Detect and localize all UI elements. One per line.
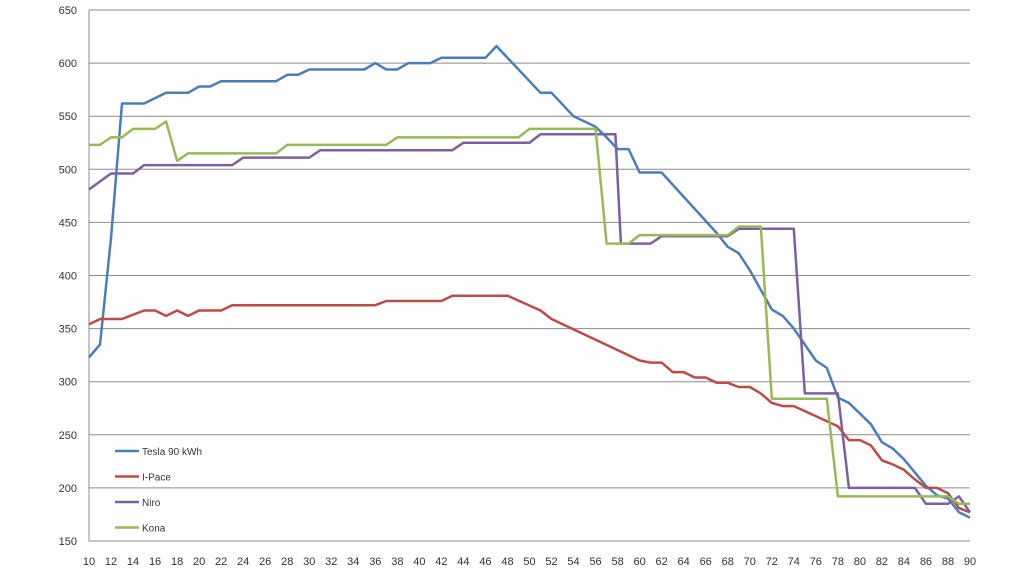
y-tick-label: 200 — [59, 483, 77, 495]
x-tick-label: 22 — [215, 556, 227, 568]
series-line-tesla-90-kwh — [88, 44, 971, 519]
x-tick-label: 18 — [171, 556, 183, 568]
x-tick-label: 48 — [501, 556, 513, 568]
x-tick-label: 54 — [567, 556, 579, 568]
x-tick-label: 84 — [898, 556, 910, 568]
axes: 150 200 250 300 350 400 450 500 550 600 650 10 12 14 1… — [59, 5, 976, 568]
y-tick-label: 250 — [59, 430, 77, 442]
x-tick-label: 60 — [634, 556, 646, 568]
legend: Tesla 90 kWh I-Pace Niro Kona — [115, 447, 202, 535]
gridlines — [89, 9, 970, 542]
series-line-i-pace — [88, 294, 971, 514]
legend-label: I-Pace — [142, 473, 171, 484]
x-tick-label: 30 — [303, 556, 315, 568]
y-tick-label: 300 — [59, 377, 77, 389]
x-tick-label: 44 — [457, 556, 469, 568]
x-tick-label: 72 — [766, 556, 778, 568]
x-tick-label: 80 — [854, 556, 866, 568]
x-tick-label: 58 — [611, 556, 623, 568]
x-tick-label: 70 — [744, 556, 756, 568]
y-tick-label: 400 — [59, 271, 77, 283]
x-tick-label: 46 — [479, 556, 491, 568]
series-lines — [88, 44, 972, 519]
x-tick-label: 28 — [281, 556, 293, 568]
x-tick-label: 34 — [347, 556, 359, 568]
x-tick-label: 78 — [832, 556, 844, 568]
legend-label: Kona — [142, 524, 166, 535]
x-tick-label: 16 — [149, 556, 161, 568]
x-tick-label: 20 — [193, 556, 205, 568]
x-tick-label: 32 — [325, 556, 337, 568]
x-tick-label: 66 — [700, 556, 712, 568]
x-tick-label: 76 — [810, 556, 822, 568]
x-tick-label: 82 — [876, 556, 888, 568]
x-tick-label: 40 — [413, 556, 425, 568]
x-tick-label: 50 — [523, 556, 535, 568]
x-tick-label: 42 — [435, 556, 447, 568]
series-line-niro — [88, 133, 972, 514]
x-tick-label: 86 — [920, 556, 932, 568]
x-tick-label: 24 — [237, 556, 249, 568]
x-tick-label: 74 — [788, 556, 800, 568]
x-tick-label: 90 — [964, 556, 976, 568]
legend-label: Tesla 90 kWh — [142, 447, 202, 458]
y-tick-label: 600 — [59, 58, 77, 70]
y-tick-label: 350 — [59, 324, 77, 336]
x-tick-label: 26 — [259, 556, 271, 568]
x-tick-label: 88 — [942, 556, 954, 568]
series-line-kona — [89, 120, 970, 506]
y-tick-label: 150 — [59, 536, 77, 548]
x-tick-label: 52 — [545, 556, 557, 568]
x-tick-label: 62 — [656, 556, 668, 568]
y-tick-label: 550 — [59, 111, 77, 123]
x-tick-label: 12 — [105, 556, 117, 568]
x-tick-label: 10 — [83, 556, 95, 568]
x-tick-label: 64 — [678, 556, 690, 568]
x-tick-label: 56 — [589, 556, 601, 568]
x-tick-label: 68 — [722, 556, 734, 568]
y-tick-label: 650 — [59, 5, 77, 17]
y-tick-label: 450 — [59, 217, 77, 229]
y-tick-label: 500 — [59, 164, 77, 176]
x-tick-label: 14 — [127, 556, 139, 568]
legend-label: Niro — [142, 498, 161, 509]
x-tick-label: 38 — [391, 556, 403, 568]
x-tick-label: 36 — [369, 556, 381, 568]
